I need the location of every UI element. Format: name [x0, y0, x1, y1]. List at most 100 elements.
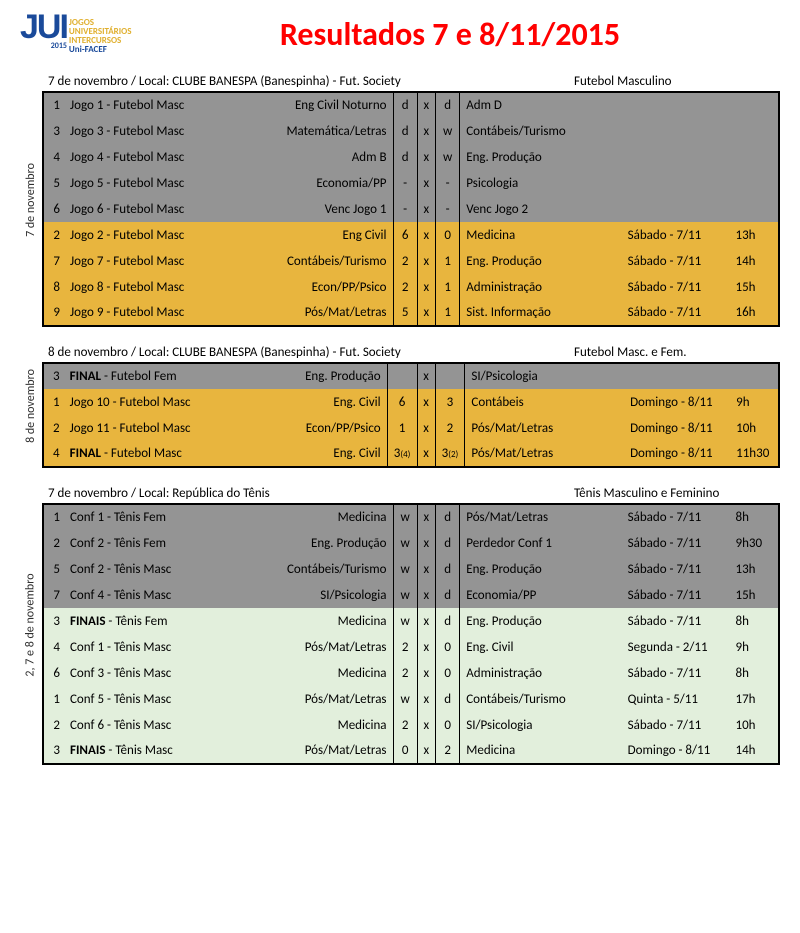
subhead-right: Futebol Masculino [574, 74, 774, 89]
results-table: 3FINAL - Futebol FemEng. ProduçãoxSI/Psi… [42, 362, 780, 468]
match-day: Sábado - 7/11 [623, 504, 731, 530]
table-row: 2Jogo 2 - Futebol MascEng Civil6x0Medici… [43, 222, 779, 248]
game-name: Jogo 10 - Futebol Masc [65, 389, 227, 415]
match-day: Segunda - 2/11 [623, 634, 731, 660]
row-number: 3 [43, 118, 65, 144]
game-name: Conf 3 - Tênis Masc [65, 660, 230, 686]
page-header: JUI 2015 JOGOS UNIVERSITÁRIOS INTERCURSO… [0, 0, 800, 64]
row-number: 9 [43, 300, 65, 326]
match-time: 9h [731, 389, 779, 415]
score-left: d [393, 144, 417, 170]
vs-separator: x [417, 608, 435, 634]
team-left: Matemática/Letras [230, 118, 393, 144]
vs-separator: x [417, 170, 435, 196]
vs-separator: x [417, 582, 435, 608]
match-day: Sábado - 7/11 [623, 222, 731, 248]
score-right: d [436, 582, 460, 608]
score-right: d [436, 92, 460, 118]
score-right: 1 [436, 248, 460, 274]
vs-separator: x [417, 712, 435, 738]
score-right [435, 363, 465, 389]
row-number: 2 [43, 712, 65, 738]
team-left: Contábeis/Turismo [230, 248, 393, 274]
match-time: 10h [731, 712, 780, 738]
match-day: Sábado - 7/11 [623, 248, 731, 274]
score-right: 0 [436, 660, 460, 686]
match-time [731, 118, 780, 144]
table-row: 1Jogo 1 - Futebol MascEng Civil Noturnod… [43, 92, 779, 118]
vs-separator: x [417, 556, 435, 582]
game-name: Jogo 9 - Futebol Masc [65, 300, 230, 326]
row-number: 2 [43, 415, 65, 441]
table-row: 7Jogo 7 - Futebol MascContábeis/Turismo2… [43, 248, 779, 274]
team-right: Medicina [460, 222, 623, 248]
vs-separator: x [417, 389, 435, 415]
match-time: 8h [731, 608, 780, 634]
game-name: Conf 1 - Tênis Fem [65, 504, 230, 530]
team-right: Perdedor Conf 1 [460, 530, 623, 556]
results-section: 8 de novembro8 de novembro / Local: CLUB… [20, 343, 780, 468]
match-day: Sábado - 7/11 [623, 712, 731, 738]
row-number: 3 [43, 363, 65, 389]
row-number: 5 [43, 170, 65, 196]
table-row: 3FINAIS - Tênis FemMedicinawxdEng. Produ… [43, 608, 779, 634]
table-row: 1Jogo 10 - Futebol MascEng. Civil6x3Cont… [43, 389, 779, 415]
team-left: Eng. Civil [227, 441, 387, 467]
team-left: Venc Jogo 1 [230, 196, 393, 222]
match-day: Sábado - 7/11 [623, 556, 731, 582]
score-left: 3(4) [387, 441, 417, 467]
row-number: 7 [43, 248, 65, 274]
match-time: 8h [731, 504, 780, 530]
team-right: Administração [460, 660, 623, 686]
subhead-left: 7 de novembro / Local: República do Têni… [48, 486, 574, 501]
score-left: 2 [393, 712, 417, 738]
score-left: 2 [393, 660, 417, 686]
score-left: - [393, 196, 417, 222]
game-name: Jogo 3 - Futebol Masc [65, 118, 230, 144]
score-left: 2 [393, 274, 417, 300]
section-side-label: 8 de novembro [20, 343, 42, 468]
team-left: Economia/PP [230, 170, 393, 196]
score-left: w [393, 530, 417, 556]
score-right: 2 [435, 415, 465, 441]
team-left: Pós/Mat/Letras [230, 686, 393, 712]
row-number: 1 [43, 686, 65, 712]
table-row: 2Jogo 11 - Futebol MascEcon/PP/Psico1x2P… [43, 415, 779, 441]
score-left: w [393, 608, 417, 634]
row-number: 4 [43, 144, 65, 170]
score-left: d [393, 118, 417, 144]
team-left: Pós/Mat/Letras [230, 738, 393, 764]
table-row: 2Conf 6 - Tênis MascMedicina2x0SI/Psicol… [43, 712, 779, 738]
match-time: 16h [731, 300, 780, 326]
row-number: 2 [43, 530, 65, 556]
match-time: 17h [731, 686, 780, 712]
row-number: 6 [43, 660, 65, 686]
score-left: 6 [387, 389, 417, 415]
match-time: 10h [731, 415, 779, 441]
score-right: d [436, 686, 460, 712]
table-row: 7Conf 4 - Tênis MascSI/PsicologiawxdEcon… [43, 582, 779, 608]
game-name: Jogo 6 - Futebol Masc [65, 196, 230, 222]
row-number: 1 [43, 504, 65, 530]
team-right: Eng. Produção [460, 248, 623, 274]
team-left: Econ/PP/Psico [230, 274, 393, 300]
results-table: 1Conf 1 - Tênis FemMedicinawxdPós/Mat/Le… [42, 503, 780, 765]
row-number: 4 [43, 634, 65, 660]
vs-separator: x [417, 196, 435, 222]
match-day: Domingo - 8/11 [625, 415, 731, 441]
match-time [731, 144, 780, 170]
match-day: Quinta - 5/11 [623, 686, 731, 712]
team-right: Medicina [460, 738, 623, 764]
score-left: w [393, 582, 417, 608]
score-left [387, 363, 417, 389]
vs-separator: x [417, 415, 435, 441]
row-number: 6 [43, 196, 65, 222]
vs-separator: x [417, 686, 435, 712]
table-row: 4FINAL - Futebol MascEng. Civil3(4)x3(2)… [43, 441, 779, 467]
vs-separator: x [417, 144, 435, 170]
side-label-text: 7 de novembro [24, 163, 38, 237]
score-left: 1 [387, 415, 417, 441]
team-right: Eng. Produção [460, 608, 623, 634]
team-left: Medicina [230, 712, 393, 738]
game-name: Jogo 1 - Futebol Masc [65, 92, 230, 118]
